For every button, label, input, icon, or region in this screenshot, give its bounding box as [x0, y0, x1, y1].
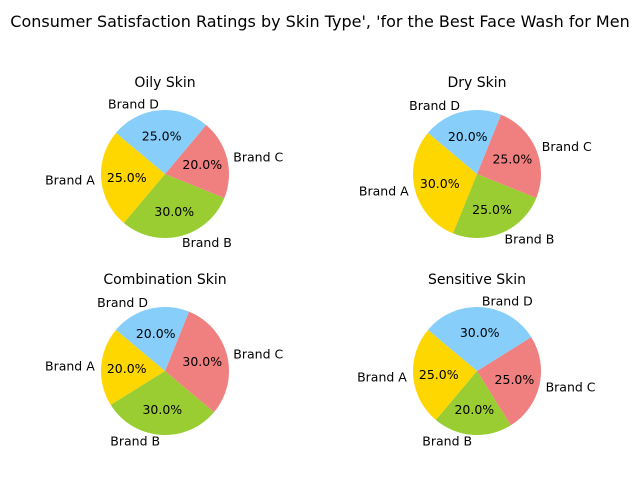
- slice-label-brand-a: Brand A: [45, 173, 95, 188]
- pie-slice-brand-c: [165, 124, 230, 198]
- pie-oily-skin: Oily Skin Brand A 25.0% Brand B 30.0% Brand C…: [45, 75, 283, 250]
- pie-sensitive-skin: Sensitive Skin Brand A 25.0% Brand B 20.0% Br…: [357, 272, 596, 449]
- slice-percent-brand-a: 30.0%: [420, 176, 460, 191]
- slice-label-brand-c: Brand C: [546, 379, 596, 394]
- slice-percent-brand-d: 20.0%: [448, 129, 488, 144]
- pie-slice-brand-d: [427, 306, 532, 371]
- slice-label-brand-d: Brand D: [97, 295, 148, 310]
- pie-slice-brand-a: [412, 132, 477, 234]
- slice-percent-brand-b: 20.0%: [454, 402, 494, 417]
- slice-label-brand-c: Brand C: [233, 346, 283, 361]
- slice-label-brand-d: Brand D: [108, 96, 159, 111]
- slice-percent-brand-d: 25.0%: [142, 128, 182, 143]
- pie-title: Sensitive Skin: [428, 272, 526, 288]
- pie-slice-brand-a: [100, 132, 165, 224]
- slice-percent-brand-c: 25.0%: [495, 372, 535, 387]
- pie-slice-brand-c: [477, 114, 541, 198]
- slice-label-brand-a: Brand A: [45, 359, 95, 374]
- chart-suptitle: Consumer Satisfaction Ratings by Skin Ty…: [10, 12, 629, 31]
- pie-combination-skin: Combination Skin Brand A 20.0% Brand B 30.0%…: [45, 272, 284, 449]
- pie-title: Oily Skin: [134, 75, 195, 91]
- slice-percent-brand-b: 25.0%: [472, 202, 512, 217]
- slice-percent-brand-d: 30.0%: [460, 325, 500, 340]
- slice-percent-brand-c: 20.0%: [182, 157, 222, 172]
- slice-percent-brand-a: 25.0%: [419, 367, 459, 382]
- pie-dry-skin: Dry Skin Brand A 30.0% Brand B 25.0% Brand C 2…: [359, 75, 592, 246]
- pie-grid: Oily Skin Brand A 25.0% Brand B 30.0% Brand C…: [45, 75, 596, 449]
- pie-slice-brand-d: [115, 109, 207, 174]
- slice-label-brand-c: Brand C: [542, 139, 592, 154]
- slice-label-brand-b: Brand B: [422, 434, 472, 449]
- slice-label-brand-a: Brand A: [359, 184, 409, 199]
- pie-slice-brand-a: [100, 329, 165, 405]
- slice-label-brand-c: Brand C: [233, 149, 283, 164]
- slice-label-brand-b: Brand B: [110, 434, 160, 449]
- slice-label-brand-b: Brand B: [182, 235, 232, 250]
- slice-percent-brand-b: 30.0%: [142, 402, 182, 417]
- pie-slice-brand-c: [165, 311, 230, 413]
- pie-slice-brand-d: [427, 109, 501, 174]
- slice-label-brand-d: Brand D: [482, 293, 533, 308]
- pie-slice-brand-b: [435, 371, 511, 436]
- slice-percent-brand-a: 25.0%: [107, 170, 147, 185]
- pie-slice-brand-a: [412, 329, 477, 421]
- pie-slice-brand-b: [123, 174, 225, 239]
- pie-slice-brand-b: [453, 174, 537, 238]
- slice-label-brand-d: Brand D: [409, 98, 460, 113]
- slice-label-brand-b: Brand B: [505, 231, 555, 246]
- slice-percent-brand-c: 30.0%: [182, 354, 222, 369]
- slice-percent-brand-a: 20.0%: [107, 361, 147, 376]
- pie-slice-brand-b: [110, 371, 215, 436]
- pie-slice-brand-d: [115, 306, 189, 371]
- slice-percent-brand-d: 20.0%: [136, 326, 176, 341]
- slice-percent-brand-c: 25.0%: [492, 152, 532, 167]
- slice-label-brand-a: Brand A: [357, 370, 407, 385]
- pie-title: Dry Skin: [447, 75, 506, 91]
- pie-title: Combination Skin: [103, 272, 226, 288]
- slice-percent-brand-b: 30.0%: [154, 204, 194, 219]
- pie-slice-brand-c: [477, 337, 542, 426]
